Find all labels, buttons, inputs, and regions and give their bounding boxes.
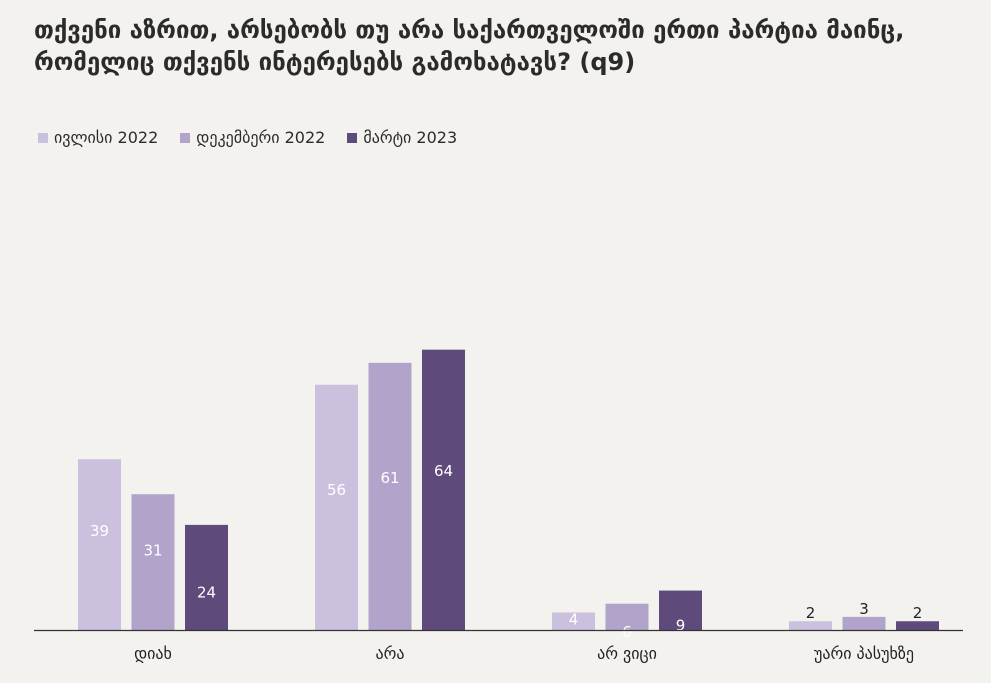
chart-legend: ივლისი 2022 დეკემბერი 2022 მარტი 2023 [38, 128, 457, 147]
data-label-3-series-2: 6 [622, 623, 632, 641]
category-label-1: დიახ [134, 644, 172, 663]
chart-title: თქვენი აზრით, არსებობს თუ არა საქართველო… [34, 16, 905, 76]
data-label-4-series-2: 3 [859, 600, 869, 618]
bar-4-series-3 [896, 621, 939, 630]
legend-item-july-2022: ივლისი 2022 [38, 128, 158, 147]
bar-3-series-3 [659, 590, 702, 630]
data-label-3-series-3: 9 [676, 616, 686, 634]
category-label-2: არა [376, 644, 405, 663]
data-label-1-series-2: 31 [143, 541, 162, 559]
legend-item-march-2023: მარტი 2023 [347, 128, 457, 147]
data-label-2-series-3: 64 [434, 462, 453, 480]
legend-swatch-march-2023 [347, 132, 358, 143]
category-label-3: არ ვიცი [597, 644, 657, 663]
bar-1-series-2 [131, 494, 175, 630]
legend-swatch-july-2022 [38, 132, 48, 143]
bar-1-series-3 [185, 524, 228, 630]
data-label-3-series-1: 4 [569, 610, 579, 628]
data-label-1-series-3: 24 [197, 583, 216, 601]
data-label-4-series-1: 2 [806, 604, 816, 622]
bar-1-series-1 [78, 459, 121, 630]
data-label-2-series-2: 61 [380, 469, 399, 487]
bar-2-series-3 [422, 349, 465, 630]
data-label-1-series-1: 39 [90, 522, 109, 540]
bar-2-series-2 [368, 362, 412, 630]
bar-3-series-2 [605, 603, 649, 630]
data-label-4-series-3: 2 [913, 604, 923, 622]
category-label-4: უარი პასუხზე [814, 644, 914, 663]
legend-label-march-2023: მარტი 2023 [363, 128, 458, 147]
bar-4-series-1 [789, 621, 832, 630]
bar-4-series-2 [842, 616, 886, 630]
bar-3-series-1 [552, 612, 595, 630]
bar-2-series-1 [315, 384, 358, 630]
legend-label-july-2022: ივლისი 2022 [54, 128, 159, 147]
legend-swatch-december-2022 [180, 132, 191, 143]
legend-item-december-2022: დეკემბერი 2022 [180, 128, 325, 147]
data-label-2-series-1: 56 [327, 481, 346, 499]
legend-label-december-2022: დეკემბერი 2022 [196, 128, 326, 147]
